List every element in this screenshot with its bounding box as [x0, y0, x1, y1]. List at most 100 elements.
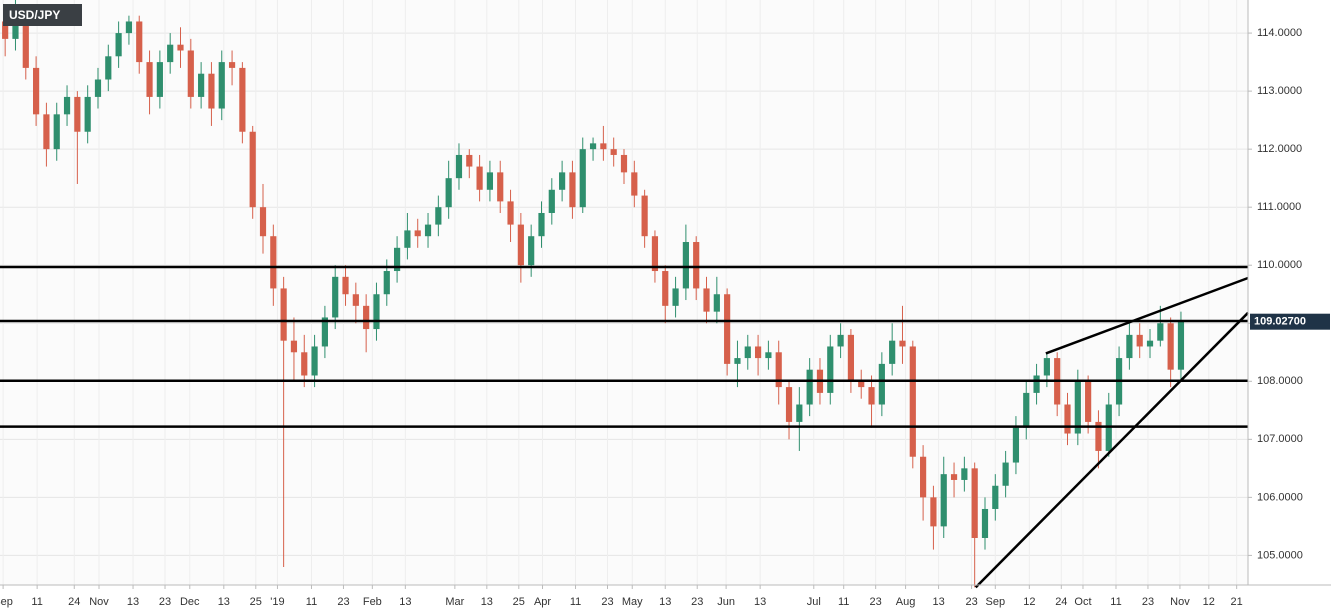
candle-body	[1043, 358, 1050, 376]
x-tick-label: 23	[159, 596, 171, 608]
candle-body	[208, 73, 215, 109]
x-tick-label: Dec	[180, 596, 200, 608]
candle-body	[1157, 323, 1164, 341]
candle-body	[754, 346, 762, 359]
candle-body	[889, 340, 896, 364]
candle-body	[775, 352, 782, 388]
candle-body	[352, 294, 359, 306]
candle-body	[651, 236, 659, 272]
candle-body	[930, 497, 937, 527]
candle-body	[12, 15, 19, 39]
candle-body	[332, 276, 339, 318]
candle-body	[940, 474, 947, 527]
candle-body	[765, 352, 772, 359]
candle-body	[538, 212, 545, 237]
x-tick-label: 23	[1142, 596, 1154, 608]
y-tick-label: 113.0000	[1257, 85, 1302, 97]
candle-body	[1167, 323, 1174, 370]
candle-body	[445, 178, 452, 208]
y-tick-label: 106.0000	[1257, 491, 1303, 503]
x-tick-label: 11	[306, 596, 317, 608]
candle-body	[280, 288, 287, 341]
last-price-label: 109.02700	[1254, 316, 1306, 328]
candle-body	[125, 21, 133, 34]
y-tick-label: 111.0000	[1257, 201, 1301, 213]
candle-body	[1002, 462, 1009, 486]
candle-body	[1023, 392, 1030, 428]
x-tick-label: 23	[870, 596, 882, 608]
x-tick-label: 12	[1023, 596, 1035, 608]
last-price-box	[1250, 313, 1330, 330]
x-tick-label: Mar	[445, 596, 464, 608]
candle-body	[1126, 334, 1133, 359]
candle-body	[703, 288, 710, 312]
x-tick-label: 13	[399, 596, 411, 608]
x-tick-label: 25	[513, 596, 525, 608]
candle-body	[672, 288, 679, 306]
candle-body	[713, 294, 720, 312]
x-tick-label: May	[622, 596, 643, 608]
candle-body	[610, 149, 617, 155]
trendline	[1045, 276, 1249, 355]
candle-body	[342, 276, 349, 295]
candle-body	[228, 62, 236, 68]
candle-body	[858, 381, 865, 388]
x-tick-label: 25	[250, 596, 262, 608]
candle-body	[1146, 340, 1154, 347]
candle-body	[466, 154, 473, 167]
candle-body	[33, 67, 40, 115]
candle-body	[497, 172, 504, 202]
candle-body	[259, 207, 267, 237]
candle-body	[301, 352, 308, 376]
x-tick-label: 12	[1203, 596, 1215, 608]
candle-body	[167, 44, 174, 63]
overlay	[0, 265, 1249, 589]
chart-title: USD/JPY	[9, 8, 60, 22]
x-tick-label: 13	[754, 596, 766, 608]
candle-body	[847, 334, 855, 382]
y-tick-label: 105.0000	[1257, 549, 1303, 561]
candle-body	[548, 189, 555, 213]
candle-body	[579, 149, 586, 208]
candle-body	[198, 73, 205, 97]
x-tick-label: 13	[659, 596, 671, 608]
x-tick-label: Oct	[1074, 596, 1091, 608]
candle-body	[455, 154, 463, 179]
candle-body	[631, 172, 638, 196]
candle-body	[311, 346, 318, 376]
candle-body	[734, 358, 741, 364]
x-tick-label: 11	[1110, 596, 1121, 608]
plot-background	[0, 0, 1248, 585]
candle-body	[321, 317, 328, 347]
candle-body	[270, 236, 277, 289]
candle-body	[1064, 404, 1071, 434]
y-tick-label: 112.0000	[1257, 143, 1302, 155]
candle-body	[682, 242, 689, 289]
candle-body	[806, 369, 813, 405]
candle-body	[363, 305, 370, 330]
candle-body	[1177, 321, 1185, 370]
x-tick-label: 13	[932, 596, 944, 608]
candle-body	[404, 230, 411, 248]
candle-body	[393, 247, 401, 272]
candle-body	[2, 21, 9, 39]
candle-body	[218, 62, 225, 109]
candle-body	[1074, 381, 1081, 434]
candle-body	[476, 166, 483, 190]
candle-body	[43, 114, 50, 150]
x-tick-label: 13	[218, 596, 230, 608]
candle-body	[693, 242, 700, 289]
x-tick-label: Jun	[717, 596, 735, 608]
x-tick-label: Nov	[89, 596, 109, 608]
candle-body	[1095, 421, 1102, 451]
title-box	[3, 4, 82, 26]
candle-body	[868, 387, 875, 405]
candle-body	[1085, 381, 1092, 422]
candle-body	[827, 346, 834, 393]
candle-body	[569, 172, 576, 208]
candle-body	[136, 21, 143, 63]
candle-body	[84, 96, 91, 132]
candle-body	[63, 96, 71, 115]
y-tick-label: 108.0000	[1257, 375, 1303, 387]
